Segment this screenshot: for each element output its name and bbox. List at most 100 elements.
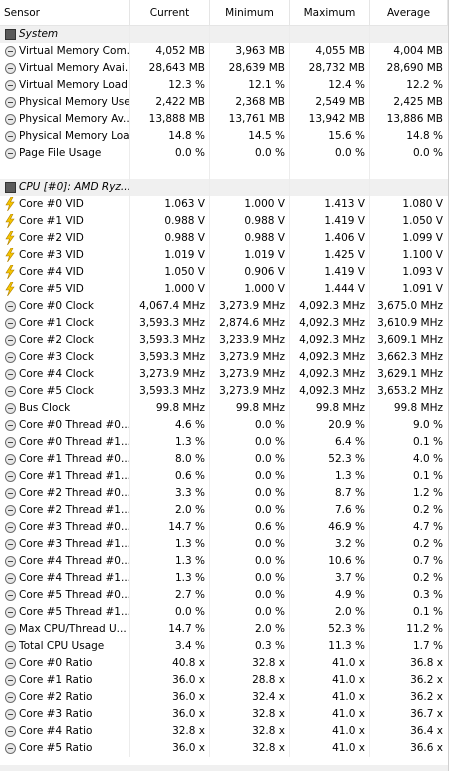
sensor-name[interactable]: Total CPU Usage [19, 640, 105, 652]
sensor-value: 0.0 % [254, 436, 285, 448]
sensor-name[interactable]: Core #5 Clock [19, 385, 94, 397]
sensor-icon [5, 420, 16, 431]
sensor-value: 0.988 V [244, 215, 285, 227]
sensor-name[interactable]: Virtual Memory Avai... [19, 62, 129, 74]
sensor-value: 0.0 % [254, 504, 285, 516]
sensor-name[interactable]: Bus Clock [19, 402, 71, 414]
sensor-value: 1.093 V [402, 266, 443, 278]
sensor-value: 36.2 x [410, 674, 443, 686]
sensor-name[interactable]: Core #2 Thread #0... [19, 487, 129, 499]
sensor-icon [5, 624, 16, 635]
sensor-value: 1.100 V [402, 249, 443, 261]
sensor-name[interactable]: Physical Memory Av... [19, 113, 129, 125]
sensor-name[interactable]: Physical Memory Load [19, 130, 129, 142]
icon-bar [8, 153, 13, 154]
sensor-name[interactable]: Core #0 Thread #0... [19, 419, 129, 431]
sensor-name[interactable]: Core #5 Ratio [19, 742, 93, 754]
group-title[interactable]: System [19, 28, 59, 40]
sensor-name[interactable]: Core #5 VID [19, 283, 84, 295]
sensor-name[interactable]: Core #3 Ratio [19, 708, 93, 720]
sensor-icon [5, 590, 16, 601]
sensor-name[interactable]: Core #4 Thread #1... [19, 572, 129, 584]
column-header[interactable]: Current [130, 0, 210, 26]
sensor-name[interactable]: Core #5 Thread #0... [19, 589, 129, 601]
column-header[interactable]: Sensor [0, 0, 130, 26]
sensor-value: 32.4 x [252, 691, 285, 703]
voltage-icon [5, 214, 15, 228]
sensor-value: 36.7 x [410, 708, 443, 720]
sensor-value: 32.8 x [252, 725, 285, 737]
group-row [0, 26, 448, 43]
group-title[interactable]: CPU [#0]: AMD Ryz... [19, 181, 131, 193]
sensor-value: 52.3 % [328, 623, 365, 635]
sensor-value: 4.6 % [174, 419, 205, 431]
sensor-value: 0.3 % [412, 589, 443, 601]
column-header[interactable]: Average [370, 0, 448, 26]
sensor-name[interactable]: Core #3 Clock [19, 351, 94, 363]
sensor-value: 3,963 MB [235, 45, 285, 57]
icon-bar [8, 578, 13, 579]
sensor-value: 0.0 % [254, 555, 285, 567]
sensor-name[interactable]: Virtual Memory Com... [19, 45, 129, 57]
sensor-name[interactable]: Core #2 Clock [19, 334, 94, 346]
sensor-name[interactable]: Core #1 Ratio [19, 674, 93, 686]
sensor-value: 1.050 V [402, 215, 443, 227]
sensor-name[interactable]: Core #4 Thread #0... [19, 555, 129, 567]
sensor-name[interactable]: Core #4 VID [19, 266, 84, 278]
sensor-value: 12.4 % [328, 79, 365, 91]
sensor-name[interactable]: Virtual Memory Load [19, 79, 128, 91]
bolt [5, 231, 15, 245]
voltage-icon [5, 282, 15, 296]
column-header[interactable]: Minimum [210, 0, 290, 26]
sensor-value: 36.0 x [172, 691, 205, 703]
sensor-value: 2.0 % [334, 606, 365, 618]
sensor-value: 4,092.3 MHz [299, 317, 365, 329]
sensor-name[interactable]: Core #4 Clock [19, 368, 94, 380]
sensor-name[interactable]: Core #2 Thread #1... [19, 504, 129, 516]
icon-bar [8, 748, 13, 749]
voltage-icon [5, 231, 15, 245]
column-header[interactable]: Maximum [290, 0, 370, 26]
sensor-name[interactable]: Core #3 VID [19, 249, 84, 261]
bottom-strip [0, 765, 448, 771]
sensor-name[interactable]: Core #1 Thread #0... [19, 453, 129, 465]
sensor-name[interactable]: Core #1 Clock [19, 317, 94, 329]
sensor-value: 46.9 % [328, 521, 365, 533]
sensor-name[interactable]: Core #0 Ratio [19, 657, 93, 669]
sensor-icon [5, 114, 16, 125]
sensor-value: 0.0 % [254, 606, 285, 618]
sensor-name[interactable]: Core #4 Ratio [19, 725, 93, 737]
sensor-name[interactable]: Core #0 Thread #1... [19, 436, 129, 448]
sensor-value: 13,888 MB [148, 113, 205, 125]
sensor-value: 32.8 x [252, 657, 285, 669]
sensor-value: 0.0 % [254, 470, 285, 482]
sensor-name[interactable]: Core #0 Clock [19, 300, 94, 312]
sensor-value: 3,653.2 MHz [377, 385, 443, 397]
voltage-icon [5, 248, 15, 262]
sensor-name[interactable]: Physical Memory Used [19, 96, 129, 108]
icon-bar [8, 102, 13, 103]
sensor-value: 28,639 MB [228, 62, 285, 74]
sensor-value: 32.8 x [252, 708, 285, 720]
sensor-name[interactable]: Max CPU/Thread U... [19, 623, 127, 635]
sensor-value: 0.0 % [254, 487, 285, 499]
sensor-value: 2.7 % [174, 589, 205, 601]
sensor-icon [5, 505, 16, 516]
sensor-name[interactable]: Core #0 VID [19, 198, 84, 210]
sensor-name[interactable]: Core #5 Thread #1... [19, 606, 129, 618]
sensor-value: 1.050 V [164, 266, 205, 278]
icon-bar [8, 612, 13, 613]
sensor-name[interactable]: Page File Usage [19, 147, 102, 159]
sensor-value: 36.8 x [410, 657, 443, 669]
sensor-value: 0.0 % [334, 147, 365, 159]
sensor-name[interactable]: Core #2 Ratio [19, 691, 93, 703]
sensor-name[interactable]: Core #1 VID [19, 215, 84, 227]
sensor-value: 99.8 MHz [235, 402, 285, 414]
sensor-name[interactable]: Core #3 Thread #0... [19, 521, 129, 533]
sensor-name[interactable]: Core #1 Thread #1... [19, 470, 129, 482]
sensor-icon [5, 63, 16, 74]
sensor-name[interactable]: Core #2 VID [19, 232, 84, 244]
icon-bar [8, 561, 13, 562]
sensor-name[interactable]: Core #3 Thread #1... [19, 538, 129, 550]
sensor-value: 13,761 MB [228, 113, 285, 125]
